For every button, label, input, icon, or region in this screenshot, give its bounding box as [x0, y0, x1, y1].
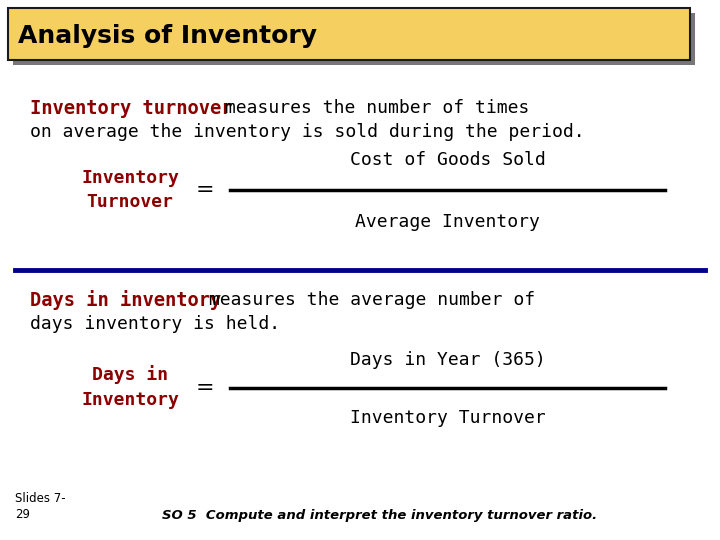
Text: 29: 29	[15, 509, 30, 522]
Text: Cost of Goods Sold: Cost of Goods Sold	[350, 151, 545, 169]
Text: Inventory: Inventory	[81, 391, 179, 409]
Text: Days in: Days in	[92, 366, 168, 384]
Text: days inventory is held.: days inventory is held.	[30, 315, 280, 333]
Text: measures the average number of: measures the average number of	[199, 291, 536, 309]
Text: Inventory Turnover: Inventory Turnover	[350, 409, 545, 427]
Text: on average the inventory is sold during the period.: on average the inventory is sold during …	[30, 123, 585, 141]
Text: =: =	[196, 180, 215, 200]
Text: Days in Year (365): Days in Year (365)	[350, 351, 545, 369]
Text: Average Inventory: Average Inventory	[355, 213, 540, 231]
Text: measures the number of times: measures the number of times	[214, 99, 529, 117]
Text: Analysis of Inventory: Analysis of Inventory	[18, 24, 317, 48]
Text: Turnover: Turnover	[86, 193, 174, 211]
Text: Inventory turnover: Inventory turnover	[30, 98, 233, 118]
Text: Days in inventory: Days in inventory	[30, 290, 221, 310]
Text: Slides 7-: Slides 7-	[15, 491, 66, 504]
Text: =: =	[196, 378, 215, 398]
Text: SO 5  Compute and interpret the inventory turnover ratio.: SO 5 Compute and interpret the inventory…	[163, 509, 598, 522]
Text: Inventory: Inventory	[81, 169, 179, 187]
